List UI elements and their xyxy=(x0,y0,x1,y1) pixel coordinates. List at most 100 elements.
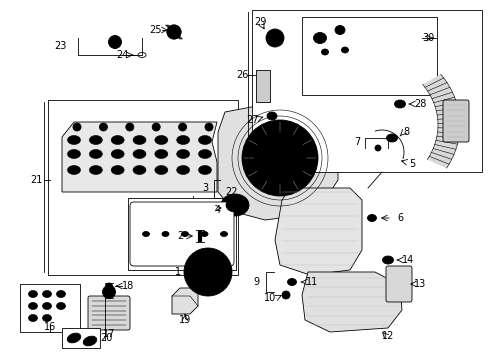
Ellipse shape xyxy=(288,279,296,285)
FancyBboxPatch shape xyxy=(130,202,234,266)
Text: 27: 27 xyxy=(246,115,258,125)
Ellipse shape xyxy=(28,315,38,321)
Ellipse shape xyxy=(338,28,343,32)
Text: 4: 4 xyxy=(215,205,221,215)
Ellipse shape xyxy=(133,135,146,144)
Text: 3: 3 xyxy=(202,183,208,193)
Ellipse shape xyxy=(143,231,149,237)
Ellipse shape xyxy=(221,194,249,216)
Ellipse shape xyxy=(31,304,35,308)
Ellipse shape xyxy=(112,39,119,45)
Bar xyxy=(302,17,437,95)
Ellipse shape xyxy=(162,231,169,237)
Circle shape xyxy=(191,255,225,289)
Polygon shape xyxy=(275,188,362,275)
Circle shape xyxy=(242,120,318,196)
Ellipse shape xyxy=(222,233,226,235)
Ellipse shape xyxy=(45,316,49,320)
Bar xyxy=(48,100,238,275)
Text: 29: 29 xyxy=(254,17,266,27)
Circle shape xyxy=(184,248,232,296)
Text: 8: 8 xyxy=(403,127,409,137)
Ellipse shape xyxy=(102,285,116,298)
Ellipse shape xyxy=(387,134,397,142)
Ellipse shape xyxy=(164,233,167,235)
Ellipse shape xyxy=(28,302,38,310)
Text: 20: 20 xyxy=(100,333,112,343)
Circle shape xyxy=(200,264,216,280)
Circle shape xyxy=(204,268,212,276)
Ellipse shape xyxy=(43,302,51,310)
Circle shape xyxy=(282,291,290,299)
Text: 7: 7 xyxy=(354,137,360,147)
Circle shape xyxy=(178,123,187,131)
Ellipse shape xyxy=(203,233,206,235)
Ellipse shape xyxy=(314,32,326,44)
Circle shape xyxy=(266,144,294,172)
Text: 13: 13 xyxy=(414,279,426,289)
Ellipse shape xyxy=(155,135,168,144)
Text: 16: 16 xyxy=(44,322,56,332)
Ellipse shape xyxy=(267,112,277,120)
Ellipse shape xyxy=(45,304,49,308)
Circle shape xyxy=(254,132,306,184)
Polygon shape xyxy=(172,288,198,314)
Text: 21: 21 xyxy=(30,175,42,185)
Text: 6: 6 xyxy=(397,213,403,223)
Ellipse shape xyxy=(198,166,212,175)
Text: 14: 14 xyxy=(402,255,414,265)
Ellipse shape xyxy=(177,149,190,158)
Circle shape xyxy=(375,145,381,151)
Ellipse shape xyxy=(68,149,80,158)
Ellipse shape xyxy=(28,291,38,297)
Circle shape xyxy=(274,152,286,164)
Bar xyxy=(20,284,80,332)
Ellipse shape xyxy=(155,166,168,175)
Ellipse shape xyxy=(383,256,393,264)
Ellipse shape xyxy=(397,102,403,106)
Ellipse shape xyxy=(31,316,35,320)
Ellipse shape xyxy=(89,149,102,158)
Circle shape xyxy=(73,123,81,131)
Ellipse shape xyxy=(43,291,51,297)
Bar xyxy=(128,198,236,270)
Bar xyxy=(62,328,100,348)
Ellipse shape xyxy=(181,231,189,237)
Ellipse shape xyxy=(59,292,63,296)
Ellipse shape xyxy=(111,149,124,158)
Text: 22: 22 xyxy=(225,187,237,197)
Text: 25: 25 xyxy=(149,25,161,35)
Ellipse shape xyxy=(335,26,345,35)
Ellipse shape xyxy=(394,100,406,108)
Ellipse shape xyxy=(68,135,80,144)
Ellipse shape xyxy=(177,166,190,175)
Ellipse shape xyxy=(67,333,81,343)
FancyBboxPatch shape xyxy=(256,70,270,102)
Text: 26: 26 xyxy=(236,70,248,80)
Ellipse shape xyxy=(183,233,187,235)
FancyBboxPatch shape xyxy=(88,296,130,330)
Ellipse shape xyxy=(226,198,244,212)
Ellipse shape xyxy=(177,135,190,144)
Ellipse shape xyxy=(201,231,208,237)
Text: 12: 12 xyxy=(382,331,394,341)
Ellipse shape xyxy=(270,114,274,118)
Text: 11: 11 xyxy=(306,277,318,287)
Text: 28: 28 xyxy=(414,99,426,109)
Text: 19: 19 xyxy=(179,315,191,325)
Text: 23: 23 xyxy=(54,41,66,51)
FancyBboxPatch shape xyxy=(443,100,469,142)
Ellipse shape xyxy=(220,231,227,237)
Text: 5: 5 xyxy=(409,159,415,169)
Ellipse shape xyxy=(108,36,122,49)
Ellipse shape xyxy=(56,291,66,297)
Circle shape xyxy=(195,259,221,285)
Ellipse shape xyxy=(266,29,284,47)
Ellipse shape xyxy=(155,149,168,158)
Polygon shape xyxy=(218,105,338,220)
Ellipse shape xyxy=(370,216,374,220)
Ellipse shape xyxy=(45,292,49,296)
Circle shape xyxy=(205,123,213,131)
Ellipse shape xyxy=(43,315,51,321)
Text: 18: 18 xyxy=(122,281,134,291)
